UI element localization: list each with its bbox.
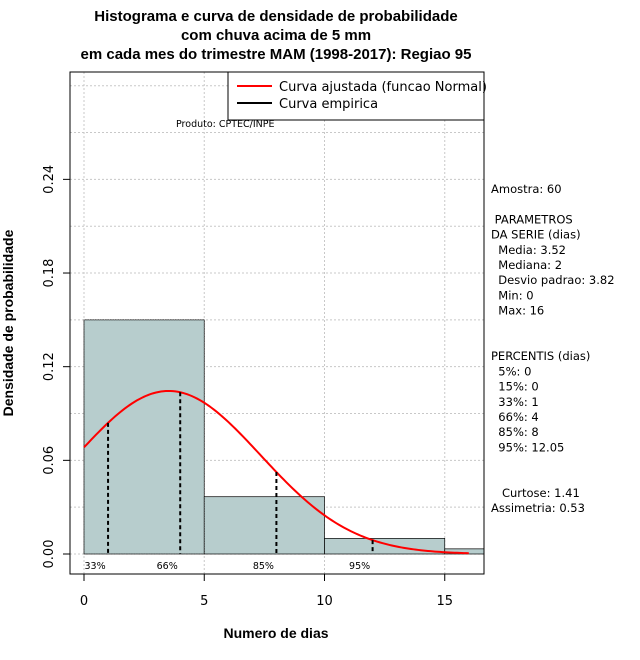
x-tick-label: 10: [316, 594, 333, 609]
y-axis-title: Densidade de probabilidade: [0, 229, 16, 416]
x-axis-title: Numero de dias: [223, 625, 328, 641]
bar-outline: [83, 319, 205, 555]
stats-line: PERCENTIS (dias): [491, 349, 590, 363]
histogram-bar-2: [203, 496, 325, 555]
legend-label-2: Curva empirica: [279, 97, 378, 112]
stats-line: PARAMETROS: [491, 212, 573, 226]
x-tick-label: 0: [80, 594, 88, 609]
percentile-label-33: 33%: [84, 561, 105, 572]
stats-line: Max: 16: [491, 304, 544, 318]
title-line-2: com chuva acima de 5 mm: [181, 27, 371, 44]
stats-line: 85%: 8: [491, 425, 539, 439]
y-tick-label: 0.12: [42, 352, 57, 381]
y-tick-label: 0.24: [42, 165, 57, 194]
stats-line: Assimetria: 0.53: [491, 501, 585, 515]
fitted-curve: [83, 389, 469, 555]
legend-box: [227, 71, 485, 121]
legend-label-1: Curva ajustada (funcao Normal): [279, 80, 487, 95]
y-tick-label: 0.18: [42, 259, 57, 288]
stats-line: 33%: 1: [491, 395, 539, 409]
stats-line: Curtose: 1.41: [491, 486, 580, 500]
stats-line: Mediana: 2: [491, 258, 562, 272]
histogram-bars: [83, 319, 485, 555]
stats-line: 66%: 4: [491, 410, 539, 424]
title-line-1: Histograma e curva de densidade de proba…: [94, 8, 457, 25]
x-tick-label: 15: [436, 594, 453, 609]
y-axis: 0.00 0.06 0.12 0.18 0.24: [42, 165, 71, 569]
product-label: Produto: CPTEC/INPE: [176, 119, 275, 130]
title-line-3: em cada mes do trimestre MAM (1998-2017)…: [81, 46, 472, 63]
stats-line: Min: 0: [491, 288, 534, 302]
percentile-label-66: 66%: [157, 561, 178, 572]
x-axis: 0 5 10 15: [80, 573, 453, 609]
stats-line: 95%: 12.05: [491, 440, 564, 454]
y-tick-label: 0.06: [42, 446, 57, 475]
stats-line: 15%: 0: [491, 380, 539, 394]
x-tick-label: 5: [200, 594, 208, 609]
stats-line: Media: 3.52: [491, 243, 566, 257]
y-tick-label: 0.00: [42, 540, 57, 569]
stats-line: DA SERIE (dias): [491, 228, 581, 242]
percentile-label-85: 85%: [253, 561, 274, 572]
normal-curve: [83, 389, 469, 555]
percentile-label-95: 95%: [349, 561, 370, 572]
histogram-bar-1: [83, 319, 205, 555]
percentile-markers: 33% 66% 85% 95%: [84, 392, 374, 572]
stats-line: 5%: 0: [491, 364, 531, 378]
chart-title: Histograma e curva de densidade de proba…: [81, 8, 472, 63]
legend: Curva ajustada (funcao Normal) Curva empi…: [227, 71, 487, 121]
stats-line: Desvio padrao: 3.82: [491, 273, 615, 287]
statistics-panel: Amostra: 60 PARAMETROS DA SERIE (dias) Me…: [491, 182, 615, 515]
stats-line: Amostra: 60: [491, 182, 562, 196]
